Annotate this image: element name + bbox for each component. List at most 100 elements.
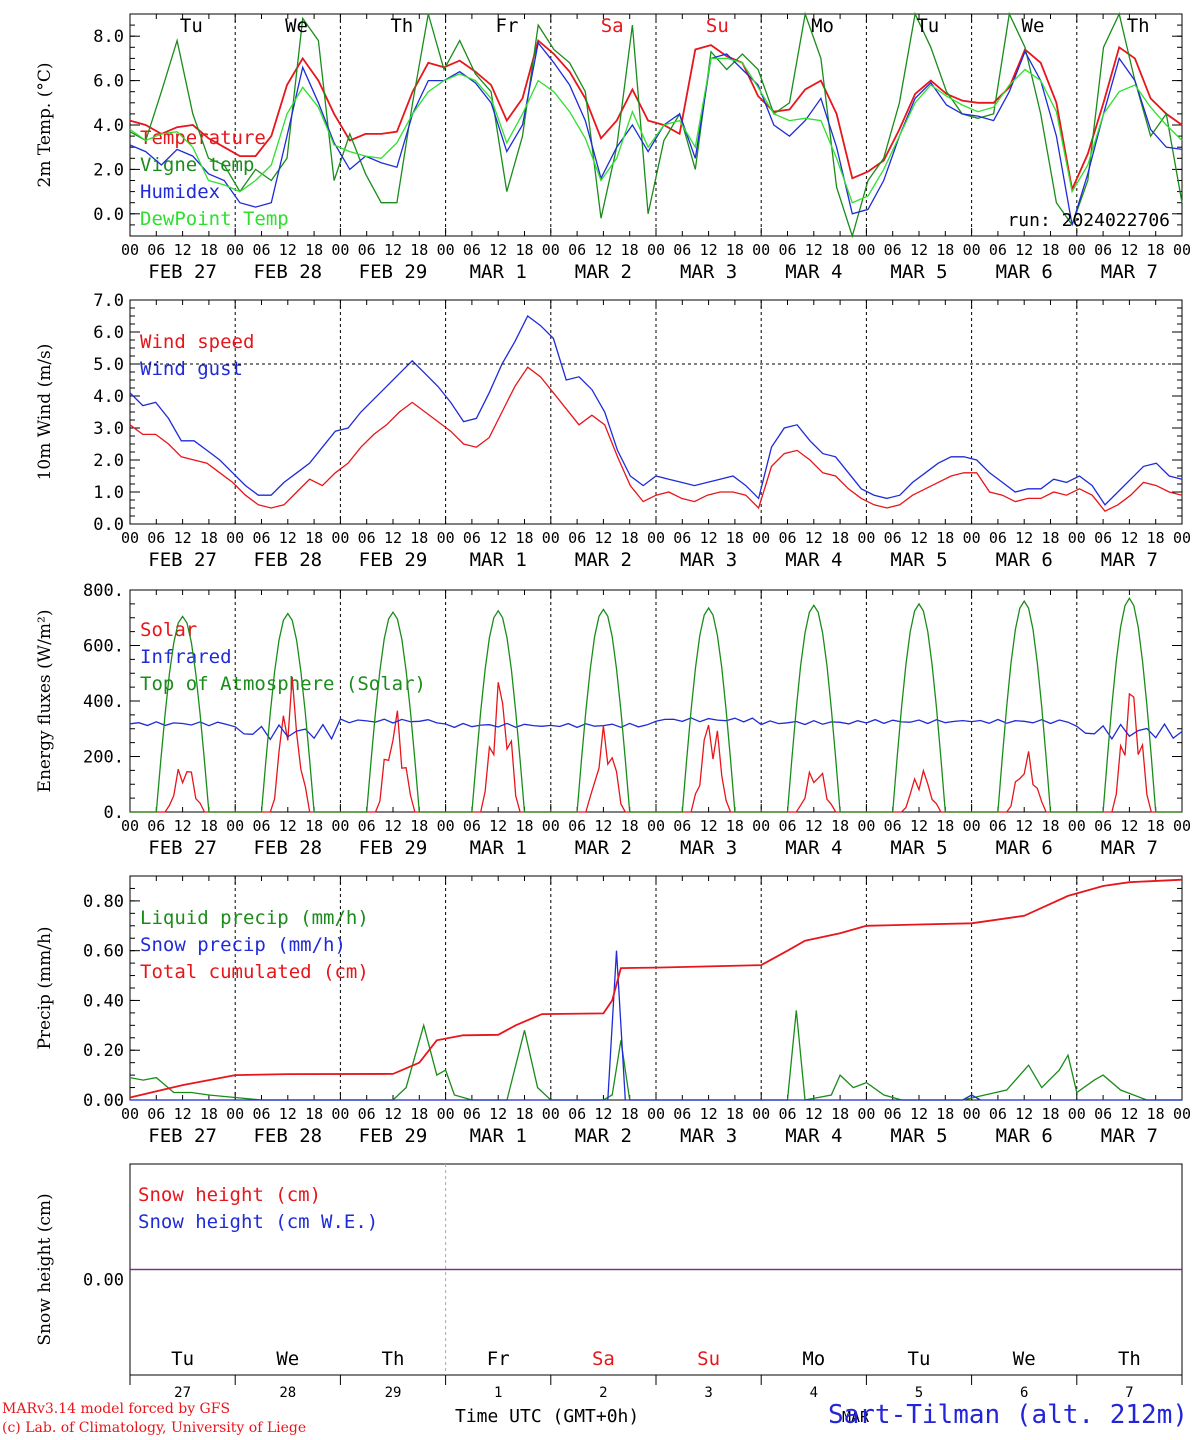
- x-hour-label: 06: [673, 1105, 691, 1123]
- x-date-label: MAR 5: [890, 549, 947, 571]
- y-tick-label: 0.80: [83, 892, 124, 912]
- y-tick-label: 600.: [83, 637, 124, 657]
- x-hour-label: 00: [752, 817, 770, 835]
- x-hour-label: 06: [463, 529, 481, 547]
- x-hour-label: 06: [778, 529, 796, 547]
- x-date-label: MAR 7: [1101, 837, 1158, 859]
- x-hour-label: 00: [542, 817, 560, 835]
- x-hour-label: 18: [515, 817, 533, 835]
- legend-entry: Liquid precip (mm/h): [140, 907, 369, 929]
- x-hour-label: 12: [174, 1105, 192, 1123]
- x-hour-label: 12: [1015, 1105, 1033, 1123]
- x-hour-label: 06: [252, 529, 270, 547]
- x-hour-label: 06: [147, 817, 165, 835]
- x-hour-label: 18: [936, 529, 954, 547]
- x-hour-label: 18: [1041, 241, 1059, 259]
- y-tick-label: 0.20: [83, 1041, 124, 1061]
- x-hour-label: 00: [437, 529, 455, 547]
- weekday-label: Su: [697, 1348, 720, 1370]
- x-date-label: MAR 4: [785, 549, 842, 571]
- y-tick-label: 0.40: [83, 991, 124, 1011]
- day-number-label: 5: [915, 1385, 923, 1401]
- y-tick-label: 200.: [83, 748, 124, 768]
- x-hour-label: 18: [831, 241, 849, 259]
- y-tick-label: 6.0: [93, 72, 124, 92]
- y-tick-label: 8.0: [93, 27, 124, 47]
- legend-entry: Infrared: [140, 646, 232, 668]
- x-hour-label: 06: [884, 1105, 902, 1123]
- x-date-label: MAR 3: [680, 549, 737, 571]
- x-hour-label: 12: [805, 241, 823, 259]
- x-hour-label: 00: [331, 241, 349, 259]
- credit-line: (c) Lab. of Climatology, University of L…: [2, 1420, 307, 1436]
- y-tick-label: 2.0: [93, 451, 124, 471]
- footer-credits: MARv3.14 model forced by GFS (c) Lab. of…: [2, 1400, 306, 1438]
- y-tick-label: 7.0: [93, 291, 124, 311]
- x-hour-label: 06: [884, 241, 902, 259]
- series-solar: [130, 677, 1182, 813]
- x-hour-label: 00: [437, 1105, 455, 1123]
- weekday-label: Tu: [180, 15, 203, 37]
- legend-entry: Snow height (cm W.E.): [138, 1211, 378, 1233]
- y-tick-label: 0.0: [93, 205, 124, 225]
- x-hour-label: 00: [857, 817, 875, 835]
- x-hour-label: 12: [910, 817, 928, 835]
- series-vigne-temp: [129, 11, 1183, 239]
- weekday-label: Tu: [171, 1348, 194, 1370]
- x-hour-label: 12: [384, 817, 402, 835]
- x-hour-label: 12: [910, 529, 928, 547]
- x-hour-label: 18: [621, 1105, 639, 1123]
- x-hour-label: 06: [568, 241, 586, 259]
- y-tick-label: 1.0: [93, 483, 124, 503]
- panel-precip: 0.00 0.20 0.40 0.60 0.80 Precip (mm/h) 00 06 12 1…: [35, 875, 1191, 1147]
- weekday-label: Fr: [496, 15, 519, 37]
- legend-entry: Humidex: [140, 181, 220, 203]
- x-hour-label: 18: [515, 529, 533, 547]
- x-hour-label: 00: [1173, 241, 1191, 259]
- x-hour-label: 06: [1094, 529, 1112, 547]
- day-number-label: 4: [810, 1385, 818, 1401]
- x-hour-label: 06: [147, 241, 165, 259]
- x-date-label: FEB 27: [148, 549, 217, 571]
- x-hour-label: 06: [778, 817, 796, 835]
- x-hour-label: 00: [1068, 1105, 1086, 1123]
- series-snow-precip-mm-h: [130, 950, 1182, 1101]
- x-hour-label: 00: [647, 1105, 665, 1123]
- x-date-label: FEB 28: [253, 837, 322, 859]
- y-tick-label: 4.0: [93, 387, 124, 407]
- x-hour-label: 12: [910, 1105, 928, 1123]
- x-hour-label: 18: [1147, 241, 1165, 259]
- x-hour-label: 06: [252, 241, 270, 259]
- x-date-label: FEB 28: [253, 549, 322, 571]
- x-date-label: FEB 29: [359, 261, 428, 283]
- x-hour-label: 18: [515, 241, 533, 259]
- x-date-label: MAR 1: [470, 1125, 527, 1147]
- x-hour-label: 18: [936, 241, 954, 259]
- x-date-label: MAR 3: [680, 1125, 737, 1147]
- x-hour-label: 06: [673, 817, 691, 835]
- x-hour-label: 18: [305, 241, 323, 259]
- x-hour-label: 12: [174, 529, 192, 547]
- x-hour-label: 00: [542, 529, 560, 547]
- y-tick-label: 400.: [83, 692, 124, 712]
- x-hour-label: 06: [778, 241, 796, 259]
- x-hour-label: 00: [1173, 817, 1191, 835]
- x-hour-label: 18: [410, 817, 428, 835]
- x-hour-label: 18: [936, 817, 954, 835]
- x-hour-label: 18: [726, 529, 744, 547]
- model-line: MARv3.14 model forced by GFS: [2, 1401, 231, 1417]
- x-hour-label: 18: [305, 1105, 323, 1123]
- x-date-label: FEB 27: [148, 837, 217, 859]
- x-hour-label: 00: [121, 817, 139, 835]
- legend-entry: Wind speed: [140, 331, 254, 353]
- x-hour-label: 06: [778, 1105, 796, 1123]
- x-date-label: FEB 29: [359, 837, 428, 859]
- x-hour-label: 00: [647, 817, 665, 835]
- x-date-label: MAR 2: [575, 549, 632, 571]
- x-date-label: FEB 29: [359, 549, 428, 571]
- x-hour-label: 00: [1173, 1105, 1191, 1123]
- x-hour-label: 00: [121, 241, 139, 259]
- x-hour-label: 00: [226, 1105, 244, 1123]
- legend-entry: Vigne temp: [140, 154, 254, 176]
- y-axis-label: 2m Temp. (°C): [35, 62, 55, 187]
